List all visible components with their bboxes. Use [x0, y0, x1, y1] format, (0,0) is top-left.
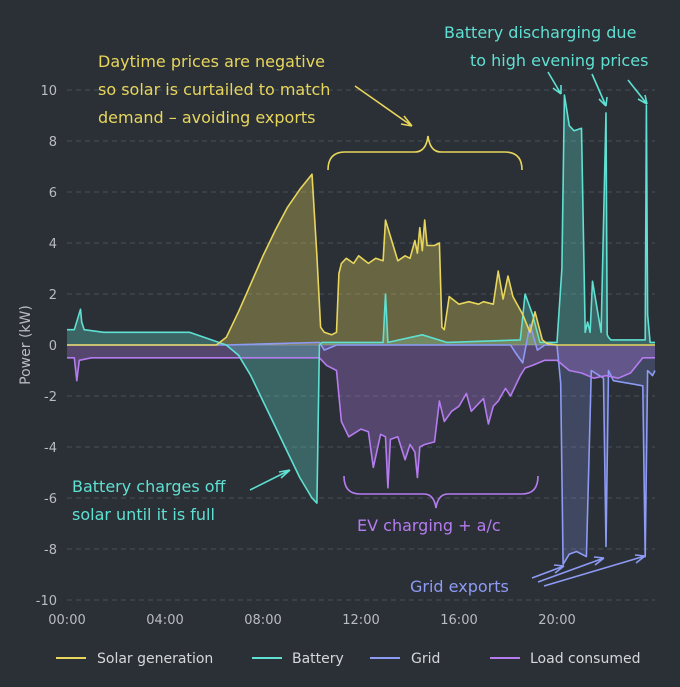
- annotation-line: to high evening prices: [470, 51, 648, 70]
- y-tick-label: 4: [49, 237, 57, 252]
- y-tick-label: -8: [44, 543, 57, 558]
- annotation-line: Battery discharging due: [444, 23, 636, 42]
- y-tick-label: 6: [49, 186, 57, 201]
- annotation-battery-charges: Battery charges off solar until it is fu…: [72, 469, 291, 524]
- annotation-arrow: [547, 71, 562, 95]
- legend: Solar generation Battery Grid Load consu…: [56, 651, 640, 667]
- series-area-solar-generation: [67, 174, 655, 345]
- annotation-line: EV charging + a/c: [357, 516, 501, 535]
- series-line-grid: [67, 323, 656, 566]
- annotation-arrow: [591, 73, 608, 107]
- legend-label-solar: Solar generation: [97, 651, 213, 667]
- annotation-brace: [327, 135, 523, 171]
- series-area-grid: [67, 324, 655, 565]
- series-line-load-consumed: [67, 357, 655, 489]
- annotation-arrow: [354, 85, 413, 127]
- x-tick-labels: 00:00 04:00 08:00 12:00 16:00 20:00: [48, 613, 575, 628]
- x-tick-label: 16:00: [440, 613, 477, 628]
- annotation-arrow: [627, 79, 648, 105]
- annotation-solar-curtailed: Daytime prices are negative so solar is …: [98, 52, 523, 171]
- x-tick-label: 00:00: [48, 613, 85, 628]
- annotation-brace: [343, 475, 539, 509]
- annotation-arrow: [543, 554, 646, 587]
- x-tick-label: 04:00: [146, 613, 183, 628]
- annotation-line: Daytime prices are negative: [98, 52, 325, 71]
- y-axis-label: Power (kW): [18, 305, 34, 385]
- series-line-solar-generation: [67, 173, 655, 346]
- x-tick-label: 20:00: [538, 613, 575, 628]
- y-tick-labels: 10 8 6 4 2 0 -2 -4 -6 -8 -10: [36, 84, 57, 609]
- x-tick-label: 12:00: [342, 613, 379, 628]
- annotation-line: so solar is curtailed to match: [98, 80, 330, 99]
- legend-label-grid: Grid: [411, 651, 440, 667]
- legend-label-battery: Battery: [292, 651, 344, 667]
- annotation-line: demand – avoiding exports: [98, 108, 316, 127]
- annotation-arrow: [531, 564, 565, 579]
- y-tick-label: -6: [44, 492, 57, 507]
- series-lines: [67, 94, 656, 566]
- y-tick-label: 8: [49, 135, 57, 150]
- y-tick-label: 2: [49, 288, 57, 303]
- legend-label-load: Load consumed: [530, 651, 640, 667]
- y-tick-label: 10: [40, 84, 57, 99]
- annotation-line: solar until it is full: [72, 505, 215, 524]
- series-line-battery: [67, 94, 655, 504]
- annotation-line: Battery charges off: [72, 477, 227, 496]
- series-areas: [67, 95, 655, 565]
- y-tick-label: 0: [49, 339, 57, 354]
- y-tick-label: -2: [44, 390, 57, 405]
- annotation-arrow: [249, 469, 291, 491]
- y-tick-label: -4: [44, 441, 57, 456]
- annotation-ev-charging: EV charging + a/c: [343, 475, 539, 535]
- annotation-arrow: [537, 556, 605, 583]
- annotation-battery-discharging: Battery discharging due to high evening …: [444, 23, 648, 107]
- series-area-load-consumed: [67, 345, 655, 488]
- y-tick-label: -10: [36, 594, 57, 609]
- annotation-line: Grid exports: [410, 577, 509, 596]
- annotation-grid-exports: Grid exports: [410, 554, 646, 596]
- x-tick-label: 08:00: [244, 613, 281, 628]
